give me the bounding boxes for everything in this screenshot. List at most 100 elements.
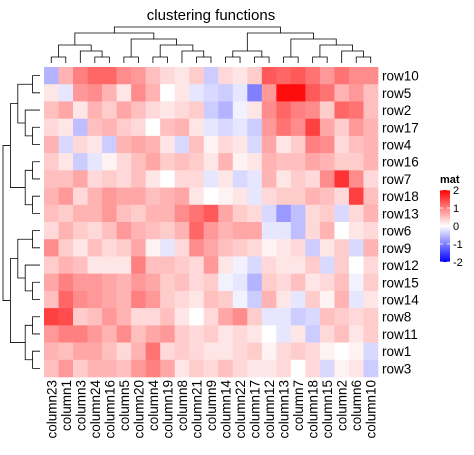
heatmap-cell (58, 308, 74, 326)
heatmap-cell (261, 256, 277, 274)
column-label: column10 (364, 380, 379, 439)
heatmap-cell (247, 342, 263, 361)
dendrogram-branch (94, 56, 110, 63)
heatmap-cell (102, 222, 117, 240)
dendrogram-branch (32, 350, 40, 369)
heatmap-cell (102, 342, 117, 361)
heatmap-cell (160, 222, 175, 240)
column-label: column8 (175, 380, 190, 431)
heatmap-cell (44, 170, 59, 188)
heatmap-cell (131, 359, 146, 378)
heatmap-cell (116, 187, 132, 206)
heatmap-cell (160, 101, 175, 119)
heatmap-cell (334, 308, 350, 326)
heatmap-cell (203, 308, 219, 326)
heatmap-cell (44, 135, 59, 154)
heatmap-cell (58, 118, 74, 137)
heatmap-cell (305, 359, 321, 378)
heatmap-cell (261, 84, 277, 102)
column-dendrogram (50, 26, 372, 63)
heatmap-cell (58, 222, 74, 240)
heatmap-cell (348, 325, 364, 343)
dendrogram-branch (32, 230, 40, 249)
heatmap-cell (189, 273, 205, 292)
dendrogram-branch (123, 56, 139, 63)
heatmap-cell (363, 290, 379, 309)
heatmap-cell (348, 342, 364, 361)
heatmap-cell (145, 135, 161, 154)
heatmap-cell (232, 84, 248, 102)
heatmap-cell (319, 256, 335, 274)
heatmap-cell (334, 135, 350, 154)
heatmap-cell (218, 222, 234, 240)
heatmap-cell (145, 101, 161, 119)
heatmap-cell (73, 204, 88, 223)
heatmap-cell (87, 273, 103, 292)
heatmap-cell (218, 84, 234, 102)
heatmap-cell (276, 222, 292, 240)
heatmap-cell (261, 325, 277, 343)
heatmap-cell (261, 273, 277, 292)
row-label: row5 (382, 86, 411, 101)
column-label: column7 (291, 380, 306, 431)
heatmap-cell (319, 135, 335, 154)
heatmap-cell (189, 84, 205, 102)
heatmap-cell (276, 170, 292, 188)
heatmap-cell (319, 359, 335, 378)
heatmap-cell (305, 222, 321, 240)
heatmap-cell (319, 170, 335, 188)
legend-color-bar (440, 190, 450, 262)
heatmap-cell (334, 67, 350, 85)
heatmap-cell (87, 359, 103, 378)
heatmap-cell (145, 342, 161, 361)
heatmap-cell (261, 204, 277, 223)
heatmap-cell (305, 170, 321, 188)
heatmap-cell (87, 118, 103, 137)
heatmap-cell (203, 342, 219, 361)
heatmap-cell (290, 359, 306, 378)
heatmap-cell (58, 239, 74, 257)
column-label: column3 (73, 380, 88, 431)
heatmap-cell (174, 308, 190, 326)
heatmap-cell (102, 256, 117, 274)
heatmap-cell (232, 308, 248, 326)
heatmap-cell (58, 101, 74, 119)
legend-tick-label: 2 (453, 185, 459, 197)
heatmap-cell (247, 204, 263, 223)
heatmap-cells (44, 67, 379, 378)
heatmap-cell (232, 118, 248, 137)
heatmap-cell (218, 239, 234, 257)
column-label: column12 (262, 380, 277, 439)
row-label: row11 (382, 327, 418, 342)
heatmap-cell (160, 342, 175, 361)
heatmap-cell (290, 325, 306, 343)
heatmap-cell (131, 256, 146, 274)
heatmap-cell (58, 135, 74, 154)
dendrogram-branch (254, 56, 270, 63)
heatmap-cell (305, 239, 321, 257)
heatmap-cell (58, 153, 74, 171)
heatmap-cell (290, 67, 306, 85)
heatmap-cell (363, 101, 379, 119)
column-label: column6 (349, 380, 364, 431)
heatmap-cell (305, 290, 321, 309)
heatmap-cell (334, 204, 350, 223)
heatmap-cell (218, 204, 234, 223)
heatmap-cell (44, 84, 59, 102)
heatmap-cell (319, 67, 335, 85)
heatmap-cell (189, 204, 205, 223)
row-label: row2 (382, 103, 411, 118)
heatmap-cell (305, 67, 321, 85)
heatmap-cell (290, 153, 306, 171)
heatmap-cell (189, 170, 205, 188)
heatmap-cell (174, 290, 190, 309)
heatmap-cell (44, 118, 59, 137)
heatmap-cell (145, 325, 161, 343)
heatmap-cell (334, 118, 350, 137)
heatmap-cell (160, 308, 175, 326)
heatmap-cell (290, 256, 306, 274)
heatmap-cell (232, 135, 248, 154)
heatmap-cell (305, 135, 321, 154)
heatmap-cell (247, 187, 263, 206)
heatmap-cell (58, 187, 74, 206)
